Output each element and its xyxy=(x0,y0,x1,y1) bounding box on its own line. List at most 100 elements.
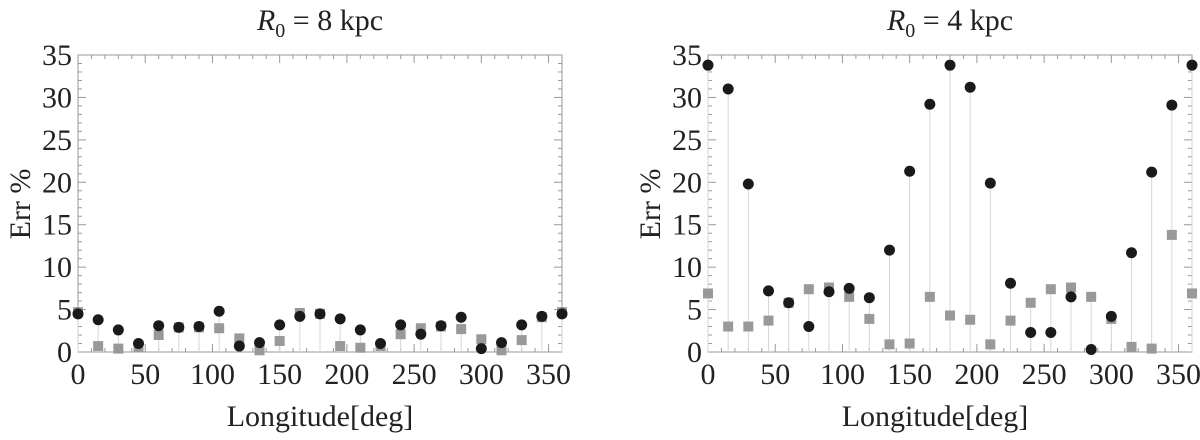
right-x-axis-label: Longitude[deg] xyxy=(842,400,1029,433)
right-circle-point xyxy=(742,178,754,190)
right-x-tick-label: 50 xyxy=(760,358,790,391)
left-circle-point xyxy=(395,319,407,331)
left-square-point xyxy=(355,342,366,353)
right-circle-point xyxy=(763,285,774,297)
right-circle-point xyxy=(1005,277,1016,289)
right-x-tick-label: 250 xyxy=(1022,358,1067,391)
left-square-point xyxy=(516,335,527,346)
left-circle-point xyxy=(72,308,84,320)
right-circle-point xyxy=(1146,166,1158,178)
right-circle-point xyxy=(722,83,734,95)
left-y-tick-label: 0 xyxy=(57,336,72,369)
left-circle-point xyxy=(314,308,326,320)
left-circle-point xyxy=(193,321,205,333)
right-circle-point xyxy=(702,59,714,71)
left-circle-point xyxy=(213,305,225,317)
right-y-tick-label: 20 xyxy=(672,166,702,199)
right-circle-point xyxy=(823,286,835,298)
right-circle-point xyxy=(904,165,916,177)
right-square-point xyxy=(844,291,855,302)
left-circle-point xyxy=(435,320,447,332)
left-x-tick-label: 200 xyxy=(324,358,369,391)
left-panel: R0 = 8 kpc 0 50 100 150 200 250 300 350 0 5 10 15 20… xyxy=(4,4,571,433)
right-y-tick-label: 15 xyxy=(672,209,702,242)
right-square-point xyxy=(965,314,976,325)
right-circle-point xyxy=(803,321,815,333)
right-circle-point xyxy=(1126,247,1137,259)
left-square-point xyxy=(113,343,124,354)
right-y-tick-label: 10 xyxy=(672,251,702,284)
right-circle-point xyxy=(944,59,956,71)
right-x-tick-label: 150 xyxy=(887,358,932,391)
right-y-tick-label: 30 xyxy=(672,81,702,114)
right-square-point xyxy=(864,313,875,324)
left-circle-point xyxy=(475,343,487,355)
right-circle-point xyxy=(984,177,996,189)
left-x-tick-label: 100 xyxy=(190,358,235,391)
right-x-tick-label: 200 xyxy=(954,358,999,391)
left-circle-point xyxy=(274,319,286,331)
left-circle-point xyxy=(516,319,528,331)
left-square-point xyxy=(234,333,245,344)
left-circle-point xyxy=(153,320,165,332)
right-title: R0 = 4 kpc xyxy=(886,4,1013,42)
left-y-tick-label: 10 xyxy=(42,251,72,284)
left-circle-point xyxy=(334,313,346,325)
right-x-tick-label: 350 xyxy=(1156,358,1200,391)
right-circle-point xyxy=(1186,59,1198,71)
right-x-tick-label: 100 xyxy=(820,358,865,391)
right-circle-point xyxy=(783,297,795,309)
left-circle-point xyxy=(294,310,306,322)
left-y-tick-label: 5 xyxy=(57,294,72,327)
right-square-point xyxy=(763,315,774,326)
right-circle-point xyxy=(884,244,895,256)
left-circle-point xyxy=(112,324,124,336)
left-square-point xyxy=(415,323,426,334)
right-x-tick-label: 0 xyxy=(701,358,716,391)
left-circle-point xyxy=(455,311,467,323)
right-square-point xyxy=(1166,229,1177,240)
left-circle-point xyxy=(536,310,548,322)
left-y-axis-label: Err % xyxy=(4,169,37,240)
right-circle-point xyxy=(863,292,875,304)
left-x-tick-label: 350 xyxy=(526,358,571,391)
left-square-point xyxy=(335,341,346,352)
right-square-point xyxy=(904,338,915,349)
left-x-tick-label: 300 xyxy=(459,358,504,391)
right-circle-point xyxy=(1065,291,1077,303)
left-x-tick-label: 250 xyxy=(392,358,437,391)
right-y-tick-label: 5 xyxy=(687,294,702,327)
right-plot-area: 0 50 100 150 200 250 300 350 0 5 10 15 20 25 30 35 xyxy=(672,39,1200,391)
left-square-point xyxy=(456,324,467,335)
left-y-tick-label: 30 xyxy=(42,81,72,114)
right-y-tick-label: 25 xyxy=(672,124,702,157)
left-circle-point xyxy=(92,314,104,326)
left-square-point xyxy=(153,330,164,341)
right-square-point xyxy=(743,321,754,332)
right-circle-point xyxy=(924,98,936,110)
left-circle-point xyxy=(233,340,245,352)
right-square-point xyxy=(985,339,996,350)
right-circle-point xyxy=(1085,343,1097,355)
right-panel: R0 = 4 kpc 0 50 100 150 200 250 300 350 0 5 10 15 20… xyxy=(634,4,1200,433)
left-circle-point xyxy=(556,308,568,320)
left-circle-point xyxy=(254,337,265,349)
right-square-point xyxy=(945,310,955,321)
left-x-tick-label: 150 xyxy=(257,358,302,391)
right-square-point xyxy=(1045,284,1056,295)
left-y-tick-label: 20 xyxy=(42,166,72,199)
right-circle-point xyxy=(1166,99,1178,111)
right-square-point xyxy=(1126,341,1137,352)
left-circle-point xyxy=(354,324,366,336)
right-y-tick-label: 0 xyxy=(687,336,702,369)
right-circle-point xyxy=(1105,310,1117,322)
left-circle-point xyxy=(375,338,386,350)
right-square-point xyxy=(1025,297,1036,308)
right-x-tick-label: 300 xyxy=(1089,358,1134,391)
right-square-point xyxy=(723,321,734,332)
left-circle-point xyxy=(496,337,507,349)
right-square-point xyxy=(803,284,814,295)
right-square-point xyxy=(1187,288,1197,299)
right-circle-point xyxy=(1025,326,1037,338)
